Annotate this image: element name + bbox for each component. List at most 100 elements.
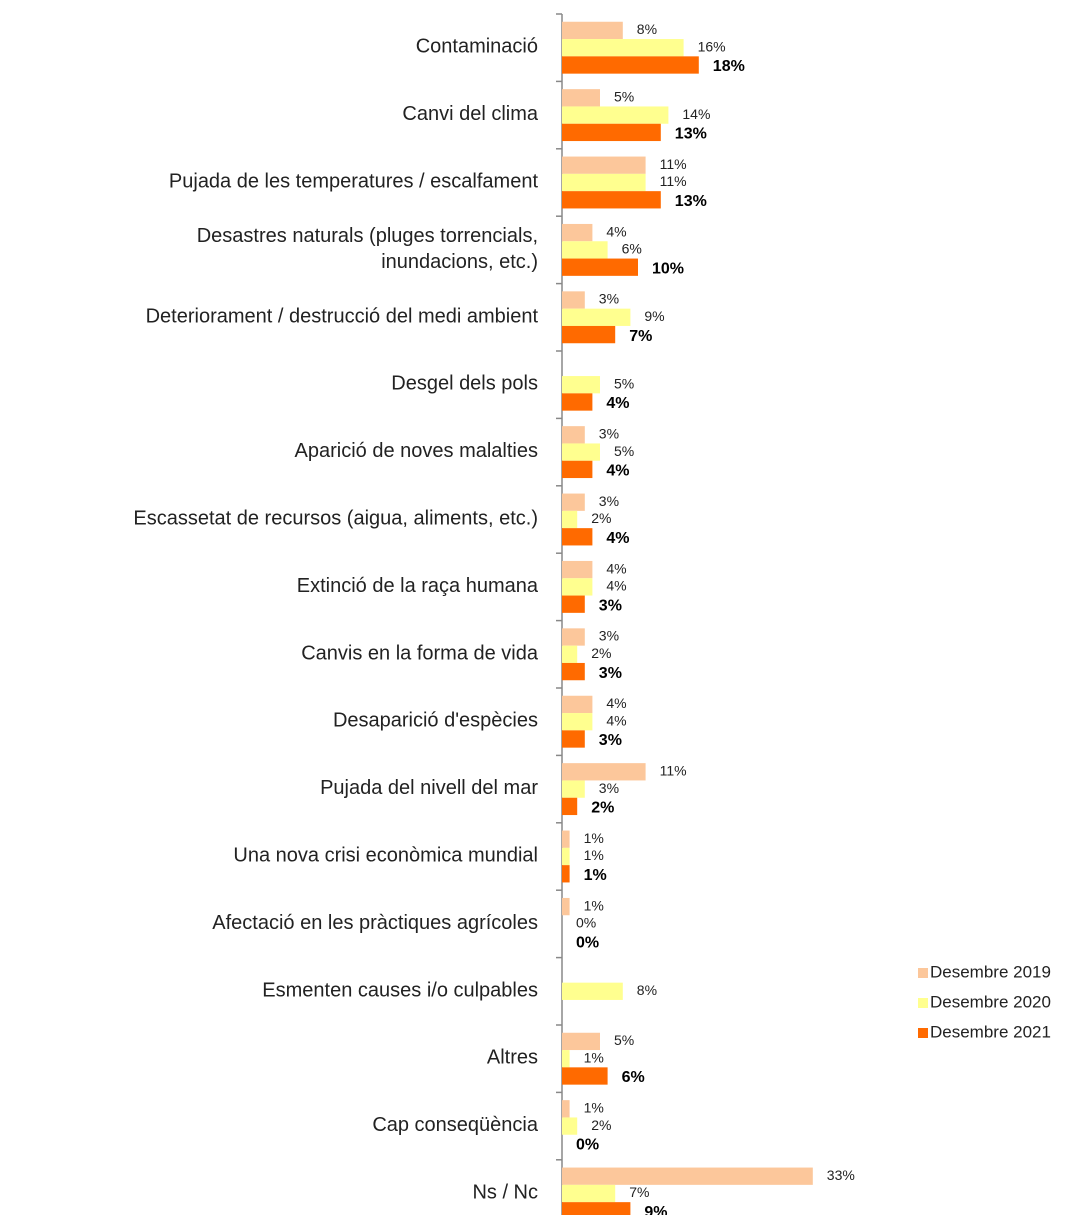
bar — [562, 730, 585, 748]
value-label: 2% — [591, 800, 614, 817]
legend-label: Desembre 2020 — [930, 992, 1051, 1011]
value-label: 2% — [591, 1117, 611, 1133]
value-label: 4% — [606, 395, 629, 412]
bar — [562, 56, 699, 74]
value-label: 6% — [622, 1069, 645, 1086]
bar — [562, 1100, 570, 1118]
bar — [562, 713, 593, 731]
value-label: 11% — [660, 763, 687, 779]
bar — [562, 645, 578, 663]
legend-label: Desembre 2021 — [930, 1022, 1051, 1041]
bar — [562, 308, 631, 326]
value-label: 1% — [584, 897, 604, 913]
value-label: 11% — [660, 173, 687, 189]
category-label: Aparició de noves malalties — [295, 440, 538, 462]
bar — [562, 1167, 813, 1185]
bar — [562, 89, 600, 107]
bar — [562, 123, 661, 142]
value-label: 3% — [599, 493, 619, 509]
value-label: 1% — [584, 1049, 604, 1065]
bar — [562, 1202, 631, 1215]
bar — [562, 897, 570, 916]
bar — [562, 865, 570, 883]
value-label: 5% — [614, 1032, 634, 1048]
value-label: 11% — [660, 156, 687, 172]
value-label: 1% — [584, 847, 604, 863]
bar — [562, 241, 608, 259]
value-label: 3% — [599, 628, 619, 644]
value-label: 3% — [599, 665, 622, 682]
bar — [562, 223, 593, 242]
bar — [562, 493, 585, 511]
bar — [562, 460, 593, 479]
legend-swatch — [918, 998, 928, 1008]
legend-label: Desembre 2019 — [930, 962, 1051, 981]
bar — [562, 1067, 608, 1085]
bar — [562, 797, 578, 816]
value-label: 16% — [698, 38, 726, 54]
category-label: Una nova crisi econòmica mundial — [233, 845, 538, 867]
value-label: 9% — [644, 308, 664, 324]
bar — [562, 1050, 570, 1068]
category-label: Cap conseqüència — [372, 1114, 539, 1136]
bar — [562, 1032, 600, 1051]
value-label: 13% — [675, 126, 707, 143]
bar — [562, 1117, 578, 1135]
bar — [562, 780, 585, 798]
value-label: 10% — [652, 260, 684, 277]
bar — [562, 595, 585, 613]
value-label: 4% — [606, 530, 629, 547]
bar — [562, 847, 570, 866]
bar — [562, 426, 585, 444]
category-label: Canvis en la forma de vida — [301, 643, 539, 665]
value-label: 4% — [606, 578, 626, 594]
value-label: 1% — [584, 867, 607, 884]
bar — [562, 39, 684, 57]
value-label: 8% — [637, 21, 657, 37]
bar — [562, 376, 600, 394]
value-label: 0% — [576, 915, 596, 931]
value-label: 4% — [606, 560, 626, 576]
category-label: Esmenten causes i/o culpables — [262, 980, 538, 1002]
value-label: 3% — [599, 597, 622, 614]
bar — [562, 191, 661, 209]
category-label: Desaparició d'espècies — [333, 710, 538, 732]
category-label: Extinció de la raça humana — [297, 575, 539, 597]
value-label: 4% — [606, 712, 626, 728]
bar — [562, 982, 623, 1000]
bar — [562, 325, 616, 344]
category-label: Ns / Nc — [472, 1182, 538, 1204]
bar — [562, 443, 600, 461]
bar — [562, 291, 585, 309]
value-label: 9% — [644, 1204, 667, 1215]
legend-swatch — [918, 968, 928, 978]
value-label: 3% — [599, 426, 619, 442]
bar — [562, 628, 585, 646]
bar — [562, 258, 638, 276]
bar — [562, 1184, 616, 1203]
category-label: Desgel dels pols — [391, 373, 538, 395]
value-label: 2% — [591, 645, 611, 661]
bar — [562, 830, 570, 848]
value-label: 7% — [629, 1184, 649, 1200]
category-label: Pujada de les temperatures / escalfament — [169, 171, 539, 193]
value-label: 6% — [622, 241, 642, 257]
category-label: Deteriorament / destrucció del medi ambi… — [146, 306, 539, 328]
value-label: 7% — [629, 328, 652, 345]
category-label: Altres — [487, 1047, 538, 1069]
bar — [562, 393, 593, 411]
bar — [562, 106, 669, 124]
value-label: 4% — [606, 463, 629, 480]
bar — [562, 560, 593, 579]
value-label: 14% — [682, 106, 710, 122]
value-label: 18% — [713, 58, 745, 75]
value-label: 1% — [584, 830, 604, 846]
value-label: 0% — [576, 934, 599, 951]
value-label: 5% — [614, 89, 634, 105]
bar — [562, 510, 578, 529]
category-label: Pujada del nivell del mar — [320, 777, 538, 799]
value-label: 13% — [675, 193, 707, 210]
value-label: 3% — [599, 291, 619, 307]
category-label: Canvi del clima — [402, 103, 538, 125]
